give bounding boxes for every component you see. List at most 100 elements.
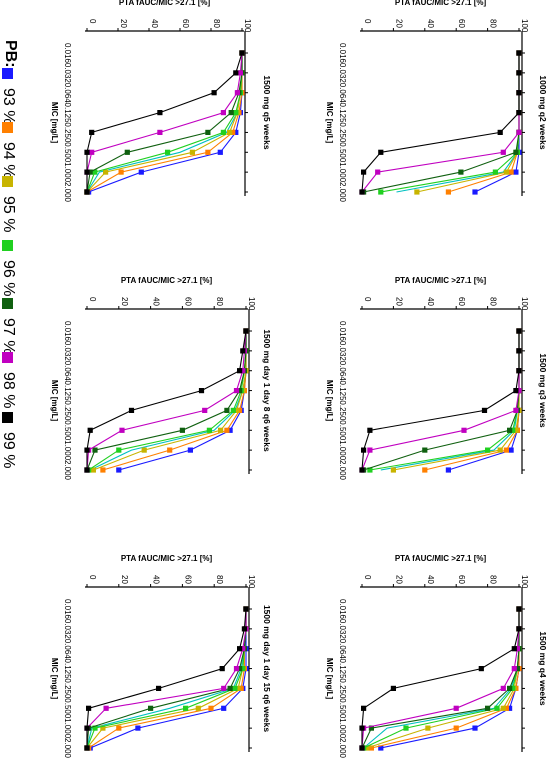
mic-axis-title: MIC [mg/L] (325, 102, 334, 144)
legend: PB: 93 % 94 % 95 % 96 % 97 % 98 % 99 % (0, 40, 19, 468)
data-point (514, 646, 520, 652)
pta-tick-label: 60 (457, 19, 466, 28)
data-point (241, 626, 247, 632)
series-line (86, 609, 247, 749)
data-point (183, 705, 189, 711)
mic-tick-label: 0.016 (338, 43, 347, 64)
mic-tick-label: 2.000 (338, 460, 347, 481)
pta-tick-label: 0 (363, 297, 372, 302)
data-point (390, 467, 396, 473)
series-line (380, 609, 520, 749)
data-point (422, 447, 428, 453)
data-point (238, 685, 244, 691)
series-line (86, 331, 247, 471)
data-point (375, 169, 381, 175)
data-point (219, 666, 225, 672)
pta-tick-label: 80 (489, 297, 498, 306)
data-point (516, 129, 522, 135)
pta-tick-label: 100 (243, 19, 252, 33)
data-point (359, 189, 365, 195)
data-point (208, 705, 214, 711)
mic-tick-label: 0.064 (338, 83, 347, 104)
data-point (445, 467, 451, 473)
legend-label: 93 % (0, 88, 17, 124)
legend-swatch (2, 352, 13, 363)
data-point (221, 685, 227, 691)
pta-tick-label: 20 (394, 575, 403, 584)
data-point (481, 407, 488, 413)
mic-tick-label: 0.125 (63, 381, 72, 402)
series-line (86, 609, 247, 748)
data-point (478, 666, 484, 672)
series-99-pct (84, 606, 249, 751)
series-98-pct (359, 606, 522, 751)
panel-title: 1500 mg q5 weeks (262, 75, 272, 149)
data-point (103, 169, 109, 175)
series-97-pct (84, 50, 245, 195)
data-point (138, 169, 144, 175)
series-95-pct (84, 606, 249, 751)
data-point (84, 467, 90, 473)
mic-tick-label: 0.016 (63, 43, 72, 64)
data-point (497, 447, 503, 453)
data-point (485, 447, 491, 453)
data-point (513, 149, 519, 155)
pta-tick-label: 100 (520, 575, 529, 589)
data-point (237, 368, 243, 374)
data-point (378, 189, 384, 195)
data-point (156, 685, 162, 691)
legend-title: PB: (2, 40, 19, 68)
data-point (472, 189, 478, 195)
data-point (100, 725, 106, 731)
data-point (514, 666, 520, 672)
legend-swatch (2, 176, 13, 187)
data-point (84, 745, 90, 751)
data-point (497, 129, 503, 135)
pta-tick-label: 40 (152, 297, 161, 306)
legend-label: 98 % (0, 372, 17, 408)
mic-tick-label: 2.000 (63, 738, 72, 759)
legend-swatch (2, 240, 13, 251)
legend-swatch (2, 122, 13, 133)
data-point (513, 169, 519, 175)
mic-tick-label: 0.032 (338, 341, 347, 362)
data-point (206, 427, 212, 433)
data-point (202, 407, 208, 413)
panels-group: 0 20 40 60 80 1000.0160.0320.0640.1250.2500.5… (50, 0, 548, 759)
series-96-pct (361, 606, 522, 751)
mic-tick-label: 0.064 (338, 361, 347, 382)
mic-tick-label: 0.032 (338, 63, 347, 84)
legend-label: 95 % (0, 196, 17, 232)
data-point (116, 467, 122, 473)
legend-item: 94 % (0, 122, 17, 178)
data-point (243, 606, 249, 612)
mic-tick-label: 0.500 (63, 142, 72, 163)
data-point (414, 189, 420, 195)
pta-tick-label: 100 (247, 297, 256, 311)
data-point (89, 129, 95, 135)
mic-tick-label: 1.000 (338, 718, 347, 739)
data-point (510, 685, 516, 691)
series-line (86, 609, 247, 749)
series-94-pct (84, 50, 245, 195)
series-93-pct (116, 328, 249, 473)
mic-tick-label: 0.250 (338, 122, 347, 143)
legend-swatch (2, 412, 13, 423)
pta-tick-label: 80 (489, 19, 498, 28)
mic-tick-label: 0.016 (338, 321, 347, 342)
series-line (86, 608, 247, 748)
data-point (510, 427, 516, 433)
data-point (368, 745, 374, 751)
series-97-pct (359, 606, 522, 751)
data-point (403, 725, 409, 731)
series-line (369, 331, 520, 471)
data-point (92, 169, 98, 175)
data-point (221, 705, 227, 711)
mic-tick-label: 0.064 (63, 639, 72, 660)
mic-tick-label: 1.000 (338, 440, 347, 461)
data-point (116, 447, 122, 453)
data-point (86, 705, 92, 711)
mic-axis-title: MIC [mg/L] (50, 380, 59, 422)
data-point (233, 70, 239, 76)
data-point (148, 705, 154, 711)
